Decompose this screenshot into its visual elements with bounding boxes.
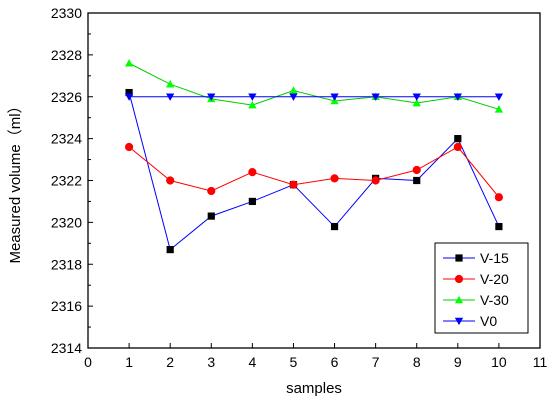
series-v0 (124, 93, 504, 101)
data-point (207, 186, 216, 196)
x-tick-label: 4 (248, 354, 256, 370)
data-point (207, 212, 215, 220)
legend-marker (454, 274, 464, 284)
data-point (124, 93, 134, 101)
legend-marker (455, 254, 463, 262)
data-point (412, 165, 421, 175)
data-point (125, 88, 133, 97)
x-tick-label: 11 (533, 354, 548, 370)
data-point (494, 105, 504, 113)
x-tick-label: 9 (454, 354, 462, 370)
data-point (166, 93, 175, 101)
data-point (207, 93, 216, 101)
series-layer (124, 59, 504, 254)
legend-items: V-15 V-20 V-30 V0 (443, 250, 509, 329)
x-tick-label: 2 (166, 354, 174, 370)
data-point (248, 100, 257, 109)
data-point (289, 86, 298, 94)
x-axis-label: samples (286, 380, 342, 397)
data-point (166, 80, 175, 88)
y-tick-label: 2328 (51, 47, 82, 63)
data-point (289, 180, 298, 189)
y-tick-label: 2320 (51, 214, 82, 230)
legend-label: V0 (480, 313, 497, 329)
data-point (330, 174, 339, 183)
legend-label: V-30 (480, 292, 509, 308)
legend-label: V-15 (480, 250, 509, 266)
data-point (248, 93, 257, 101)
legend-label: V-20 (480, 271, 509, 287)
data-point (495, 222, 503, 231)
data-point (412, 98, 421, 107)
y-axis-label: Measured volume（ml） (7, 98, 24, 263)
legend: V-15 V-20 V-30 V0 (434, 242, 529, 334)
data-point (371, 176, 380, 185)
y-tick-label: 2318 (51, 256, 82, 272)
x-tick-label: 3 (207, 354, 215, 370)
data-point (124, 142, 134, 152)
series-line (128, 62, 500, 110)
x-tick-label: 10 (491, 354, 507, 370)
y-tick-label: 2322 (51, 173, 82, 189)
data-point (248, 168, 257, 177)
legend-marker (454, 295, 464, 304)
y-tick-label: 2330 (51, 5, 82, 21)
data-point (166, 245, 174, 254)
legend-marker (454, 317, 464, 326)
data-point (248, 197, 256, 206)
data-point (494, 93, 504, 101)
data-point (166, 176, 175, 185)
data-point (453, 93, 462, 101)
y-tick-label: 2314 (51, 340, 82, 356)
x-tick-label: 7 (372, 354, 380, 370)
y-tick-label: 2324 (51, 131, 82, 147)
series-line (128, 146, 500, 198)
data-point (453, 142, 462, 152)
data-point (330, 222, 339, 231)
data-point (412, 93, 421, 101)
y-tick-label: 2316 (51, 298, 82, 314)
x-tick-label: 5 (290, 354, 298, 370)
x-axis: 0 1 2 3 4 5 6 7 8 9 10 11 (84, 343, 547, 370)
series-v-20 (124, 142, 504, 202)
x-tick-label: 8 (413, 354, 421, 370)
data-point (289, 93, 298, 101)
data-point (413, 176, 421, 185)
data-point (330, 93, 339, 101)
series-line (128, 92, 500, 251)
x-tick-label: 6 (331, 354, 339, 370)
data-point (494, 193, 504, 202)
y-axis: 2314 2316 2318 2320 2322 2324 2326 2328 2330 (51, 5, 93, 356)
data-point (454, 135, 462, 143)
data-point (371, 93, 380, 101)
x-tick-label: 1 (125, 354, 133, 370)
y-tick-label: 2326 (51, 89, 82, 105)
data-point (124, 59, 134, 67)
x-tick-label: 0 (84, 354, 92, 370)
